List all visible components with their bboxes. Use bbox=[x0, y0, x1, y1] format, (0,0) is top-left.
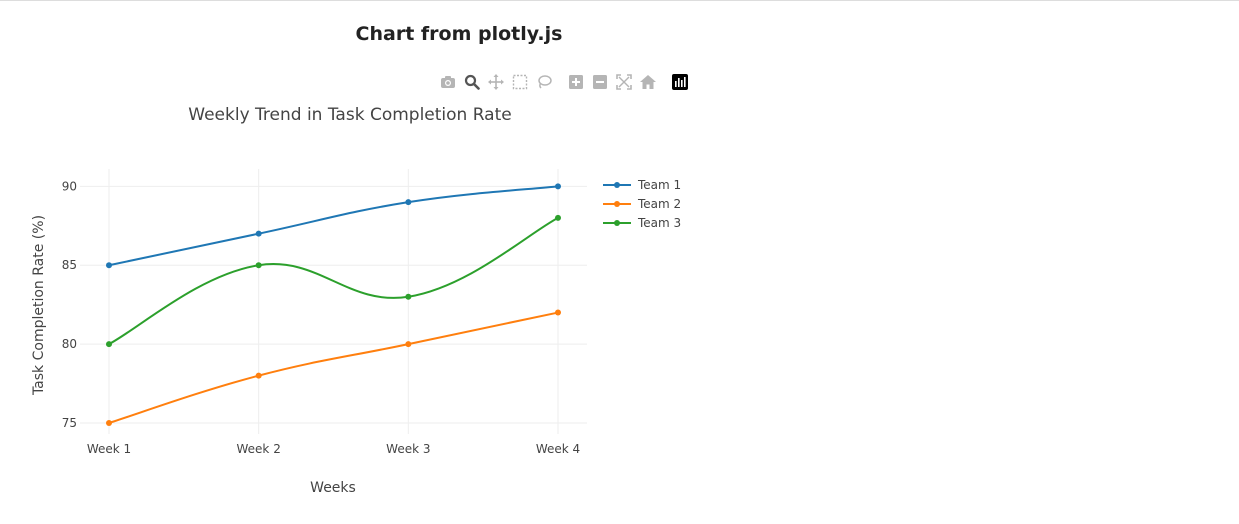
y-tick-label: 80 bbox=[62, 337, 77, 351]
legend: Team 1 Team 2 Team 3 bbox=[603, 178, 681, 230]
data-point-team-1 bbox=[555, 183, 561, 190]
modebar bbox=[436, 71, 692, 93]
camera-icon[interactable] bbox=[436, 71, 460, 93]
y-tick-label: 85 bbox=[62, 258, 77, 272]
grid bbox=[80, 169, 587, 434]
y-axis-title: Task Completion Rate (%) bbox=[31, 215, 47, 396]
x-axis-ticks: Week 1 Week 2 Week 3 Week 4 bbox=[87, 442, 580, 456]
series-group bbox=[106, 183, 561, 426]
zoom-icon[interactable] bbox=[460, 71, 484, 93]
legend-marker bbox=[614, 220, 620, 226]
page-title: Chart from plotly.js bbox=[355, 23, 563, 45]
data-point-team-1 bbox=[106, 262, 112, 269]
y-tick-label: 90 bbox=[62, 179, 77, 193]
series-team-1 bbox=[106, 183, 561, 269]
legend-marker bbox=[614, 201, 620, 207]
data-point-team-3 bbox=[255, 262, 262, 269]
legend-label: Team 3 bbox=[637, 216, 681, 230]
legend-label: Team 2 bbox=[637, 197, 681, 211]
data-point-team-2 bbox=[106, 419, 112, 426]
legend-marker bbox=[614, 182, 620, 188]
zoom-in-icon[interactable] bbox=[564, 71, 588, 93]
data-point-team-3 bbox=[555, 214, 561, 221]
y-axis-ticks: 75 80 85 90 bbox=[62, 179, 77, 430]
data-point-team-2 bbox=[255, 372, 262, 379]
series-line-team-1 bbox=[108, 185, 559, 267]
lasso-select-icon[interactable] bbox=[532, 71, 556, 93]
chart-title: Weekly Trend in Task Completion Rate bbox=[188, 105, 511, 125]
x-tick-label: Week 2 bbox=[237, 442, 281, 456]
pan-icon[interactable] bbox=[484, 71, 508, 93]
autoscale-icon[interactable] bbox=[612, 71, 636, 93]
x-tick-label: Week 1 bbox=[87, 442, 131, 456]
legend-item-team-1[interactable]: Team 1 bbox=[603, 178, 681, 192]
legend-label: Team 1 bbox=[637, 178, 681, 192]
data-point-team-1 bbox=[255, 230, 262, 237]
data-point-team-2 bbox=[405, 341, 412, 348]
reset-axes-icon[interactable] bbox=[636, 71, 660, 93]
x-tick-label: Week 4 bbox=[536, 442, 580, 456]
zoom-out-icon[interactable] bbox=[588, 71, 612, 93]
y-tick-label: 75 bbox=[62, 416, 77, 430]
plotly-logo-icon[interactable] bbox=[668, 71, 692, 93]
legend-item-team-3[interactable]: Team 3 bbox=[603, 216, 681, 230]
series-line-team-3 bbox=[108, 217, 559, 345]
series-line-team-2 bbox=[108, 311, 559, 424]
data-point-team-3 bbox=[106, 341, 112, 348]
series-team-2 bbox=[106, 309, 561, 426]
data-point-team-3 bbox=[405, 293, 412, 300]
box-select-icon[interactable] bbox=[508, 71, 532, 93]
series-team-3 bbox=[106, 214, 561, 348]
data-point-team-1 bbox=[405, 199, 412, 206]
x-tick-label: Week 3 bbox=[386, 442, 430, 456]
x-axis-title: Weeks bbox=[310, 480, 356, 496]
data-point-team-2 bbox=[555, 309, 561, 316]
legend-item-team-2[interactable]: Team 2 bbox=[603, 197, 681, 211]
